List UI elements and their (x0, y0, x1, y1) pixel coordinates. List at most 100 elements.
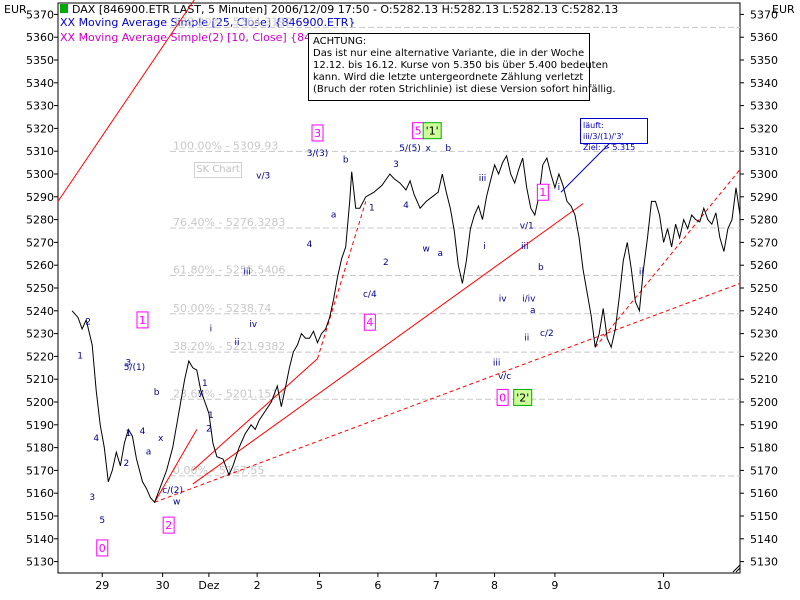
wave-marker-box (422, 122, 442, 140)
y-tick-label-right: 5250 (750, 282, 778, 295)
wave-label: 2 (206, 425, 212, 435)
fib-label: 38.20% - 5221.9382 (173, 340, 285, 353)
y-tick-label-right: 5280 (750, 214, 778, 227)
y-tick-label-left: 5210 (26, 373, 54, 386)
y-tick-label-left: 5330 (26, 100, 54, 113)
wave-marker-label: 0 (99, 542, 106, 555)
x-tick-label: 10 (657, 579, 671, 592)
y-tick-label-left: 5230 (26, 328, 54, 341)
instrument-icon (60, 4, 68, 13)
wave-label: i (558, 183, 561, 193)
wave-marker-label: 1 (539, 186, 546, 199)
long-support-dashed (154, 282, 741, 503)
y-tick-label-right: 5200 (750, 396, 778, 409)
wave-label: 1 (126, 429, 132, 439)
x-tick-label: 30 (156, 579, 170, 592)
y-tick-label-left: 5290 (26, 191, 54, 204)
y-tick-label-right: 5370 (750, 8, 778, 21)
y-tick-label-right: 5350 (750, 54, 778, 67)
y-tick-label-left: 5160 (26, 487, 54, 500)
price-series (71, 154, 741, 504)
wave-label: v/3 (256, 172, 270, 182)
chart-title: DAX [846900.ETR LAST, 5 Minuten] 2006/12… (72, 3, 618, 16)
y-tick-label-right: 5190 (750, 419, 778, 432)
y-tick-label-left: 5310 (26, 145, 54, 158)
x-tick-label: Dez (198, 579, 219, 592)
y-tick-label-left: 5320 (26, 122, 54, 135)
arrow-shaft (560, 137, 616, 193)
y-tick-label-right: 5320 (750, 122, 778, 135)
wave-label: iii (521, 242, 529, 252)
wave-marker-label: 5 (415, 125, 422, 138)
wave-label: b (445, 144, 451, 154)
wave-marker-label: 2 (165, 519, 172, 532)
y-tick-label-right: 5220 (750, 350, 778, 363)
x-tick-label: 9 (551, 579, 558, 592)
wave-label: 1 (369, 203, 375, 213)
fib-label: 138.20% - 5364.3192 (173, 15, 292, 28)
wave-label: b (154, 388, 160, 398)
wave-label: 3 (89, 493, 95, 503)
target-line-goal: Ziel: > 5.315 (583, 143, 636, 152)
wave-label: c/4 (363, 290, 377, 300)
wave-label: ii (639, 267, 644, 277)
y-tick-label-left: 5280 (26, 214, 54, 227)
wave-markers: 0 1 2 3 4 5 '1' 0 '2' 1 (96, 122, 549, 557)
wave-marker-label: 3 (314, 127, 321, 140)
fib-label: 61.80% - 5255.5406 (173, 263, 285, 276)
wave-label: v/c (498, 372, 511, 382)
wave-marker-label: 0 (499, 391, 506, 404)
wave-label: w (173, 498, 180, 508)
wave-label: iii (243, 267, 251, 277)
wave-label: 3/(3) (307, 149, 329, 159)
y-tick-label-left: 5170 (26, 464, 54, 477)
y-tick-label-right: 5260 (750, 259, 778, 272)
wave-label: w (422, 245, 429, 255)
wave-label: 1 (208, 411, 214, 421)
x-tick-label: 7 (433, 579, 440, 592)
wave-label: 5 (99, 516, 105, 526)
note-line: (Bruch der roten Strichlinie) ist diese … (313, 84, 616, 95)
wave-label: i (483, 242, 486, 252)
fib-label: 23.60% - 5201.1517 (173, 387, 285, 400)
note-line: 12.12. bis 16.12. Kurse von 5.350 bis üb… (313, 60, 609, 71)
y-tick-label-left: 5370 (26, 8, 54, 21)
wave-label: ii (524, 333, 529, 343)
resize-grip-icon[interactable] (732, 564, 741, 573)
y-tick-label-left: 5150 (26, 510, 54, 523)
wave-label: i/iv (522, 295, 536, 305)
wave-marker-box (162, 516, 175, 534)
steep-upper-trendline (57, 0, 195, 202)
note-line: kann. Wird die letzte untergeordnete Zäh… (313, 72, 584, 83)
wave-label: 1 (202, 379, 208, 389)
wave-label: 4 (140, 427, 146, 437)
wave-ii-support-dashed (594, 169, 741, 348)
y-tick-label-right: 5270 (750, 236, 778, 249)
wave-2-5-trendline (154, 429, 198, 503)
currency-right: EUR (772, 3, 795, 16)
wave-label: a (530, 306, 536, 316)
y-tick-label-right: 5150 (750, 510, 778, 523)
currency-left: EUR (4, 3, 27, 16)
wave-label: 2 (383, 258, 389, 268)
y-tick-label-left: 5260 (26, 259, 54, 272)
wave-marker-box (496, 388, 509, 406)
wave-marker-label: '2' (516, 391, 529, 404)
y-tick-label-right: 5130 (750, 556, 778, 569)
ma25-legend: XX Moving Average Simple [25, Close] {84… (60, 16, 355, 29)
y-tick-label-left: 5350 (26, 54, 54, 67)
wave-marker-box (136, 311, 149, 329)
wave-label: 1 (77, 352, 83, 362)
y-tick-label-right: 5360 (750, 31, 778, 44)
warning-note: ACHTUNG: Das ist nur eine alternative Va… (308, 33, 616, 101)
wave-label: iii (493, 359, 501, 369)
wave-label: iv (499, 295, 508, 305)
wave-label: c/(2) (162, 486, 183, 496)
y-tick-label-left: 5360 (26, 31, 54, 44)
wave-marker-box (96, 539, 109, 557)
wave-marker-label: '1' (426, 125, 439, 138)
wave-marker-label: 4 (366, 316, 373, 329)
